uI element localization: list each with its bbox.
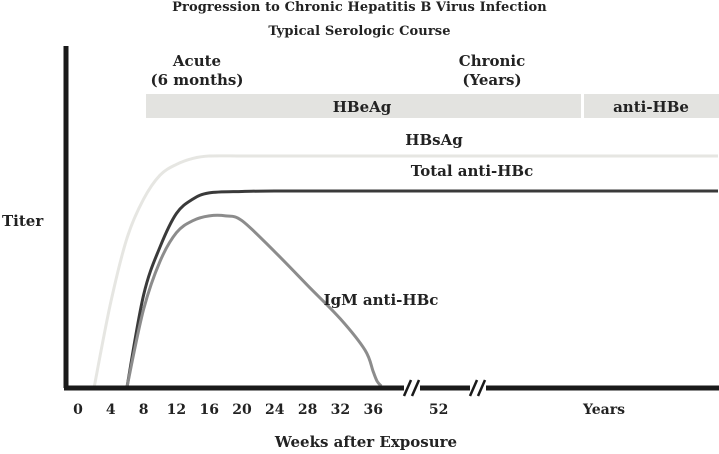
x-tick-label: 4 xyxy=(106,402,116,418)
x-tick-label: 16 xyxy=(199,402,218,418)
phase-chronic-label: Chronic xyxy=(459,52,526,70)
phase-acute-sublabel: (6 months) xyxy=(151,71,244,89)
x-tick-label: 0 xyxy=(73,402,83,418)
band-anti-hbe xyxy=(584,94,719,118)
series-label-hbsag: HBsAg xyxy=(405,131,463,149)
x-tick-label: 12 xyxy=(167,402,186,418)
x-tick-label: 52 xyxy=(429,402,448,418)
series-line-total-anti-hbc xyxy=(125,189,718,387)
series-label-igm-anti-hbc: IgM anti-HBc xyxy=(324,291,439,309)
x-tick-label: 28 xyxy=(298,402,317,418)
x-axis-years-label: Years xyxy=(582,402,625,418)
x-tick-label: 36 xyxy=(363,402,382,418)
axis-break-1 xyxy=(402,378,421,398)
x-tick-label: 20 xyxy=(232,402,252,418)
chart-title: Progression to Chronic Hepatitis B Virus… xyxy=(172,0,547,15)
band-hbeag xyxy=(146,94,581,118)
x-tick-label: 8 xyxy=(139,402,149,418)
band-hbeag-label: HBeAg xyxy=(333,98,392,116)
phase-chronic-sublabel: (Years) xyxy=(462,71,521,89)
x-tick-label: 24 xyxy=(265,402,285,418)
band-anti-hbe-label: anti-HBe xyxy=(613,98,689,116)
series-label-total-anti-hbc: Total anti-HBc xyxy=(411,162,533,180)
phase-acute-label: Acute xyxy=(172,52,221,70)
y-axis-label: Titer xyxy=(2,212,44,230)
chart-subtitle: Typical Serologic Course xyxy=(268,24,451,39)
x-tick-label: 32 xyxy=(331,402,350,418)
x-axis-label: Weeks after Exposure xyxy=(274,433,457,451)
series-line-hbsag xyxy=(92,154,718,387)
axis-break-2 xyxy=(468,378,487,398)
series-line-igm-anti-hbc xyxy=(125,213,383,388)
